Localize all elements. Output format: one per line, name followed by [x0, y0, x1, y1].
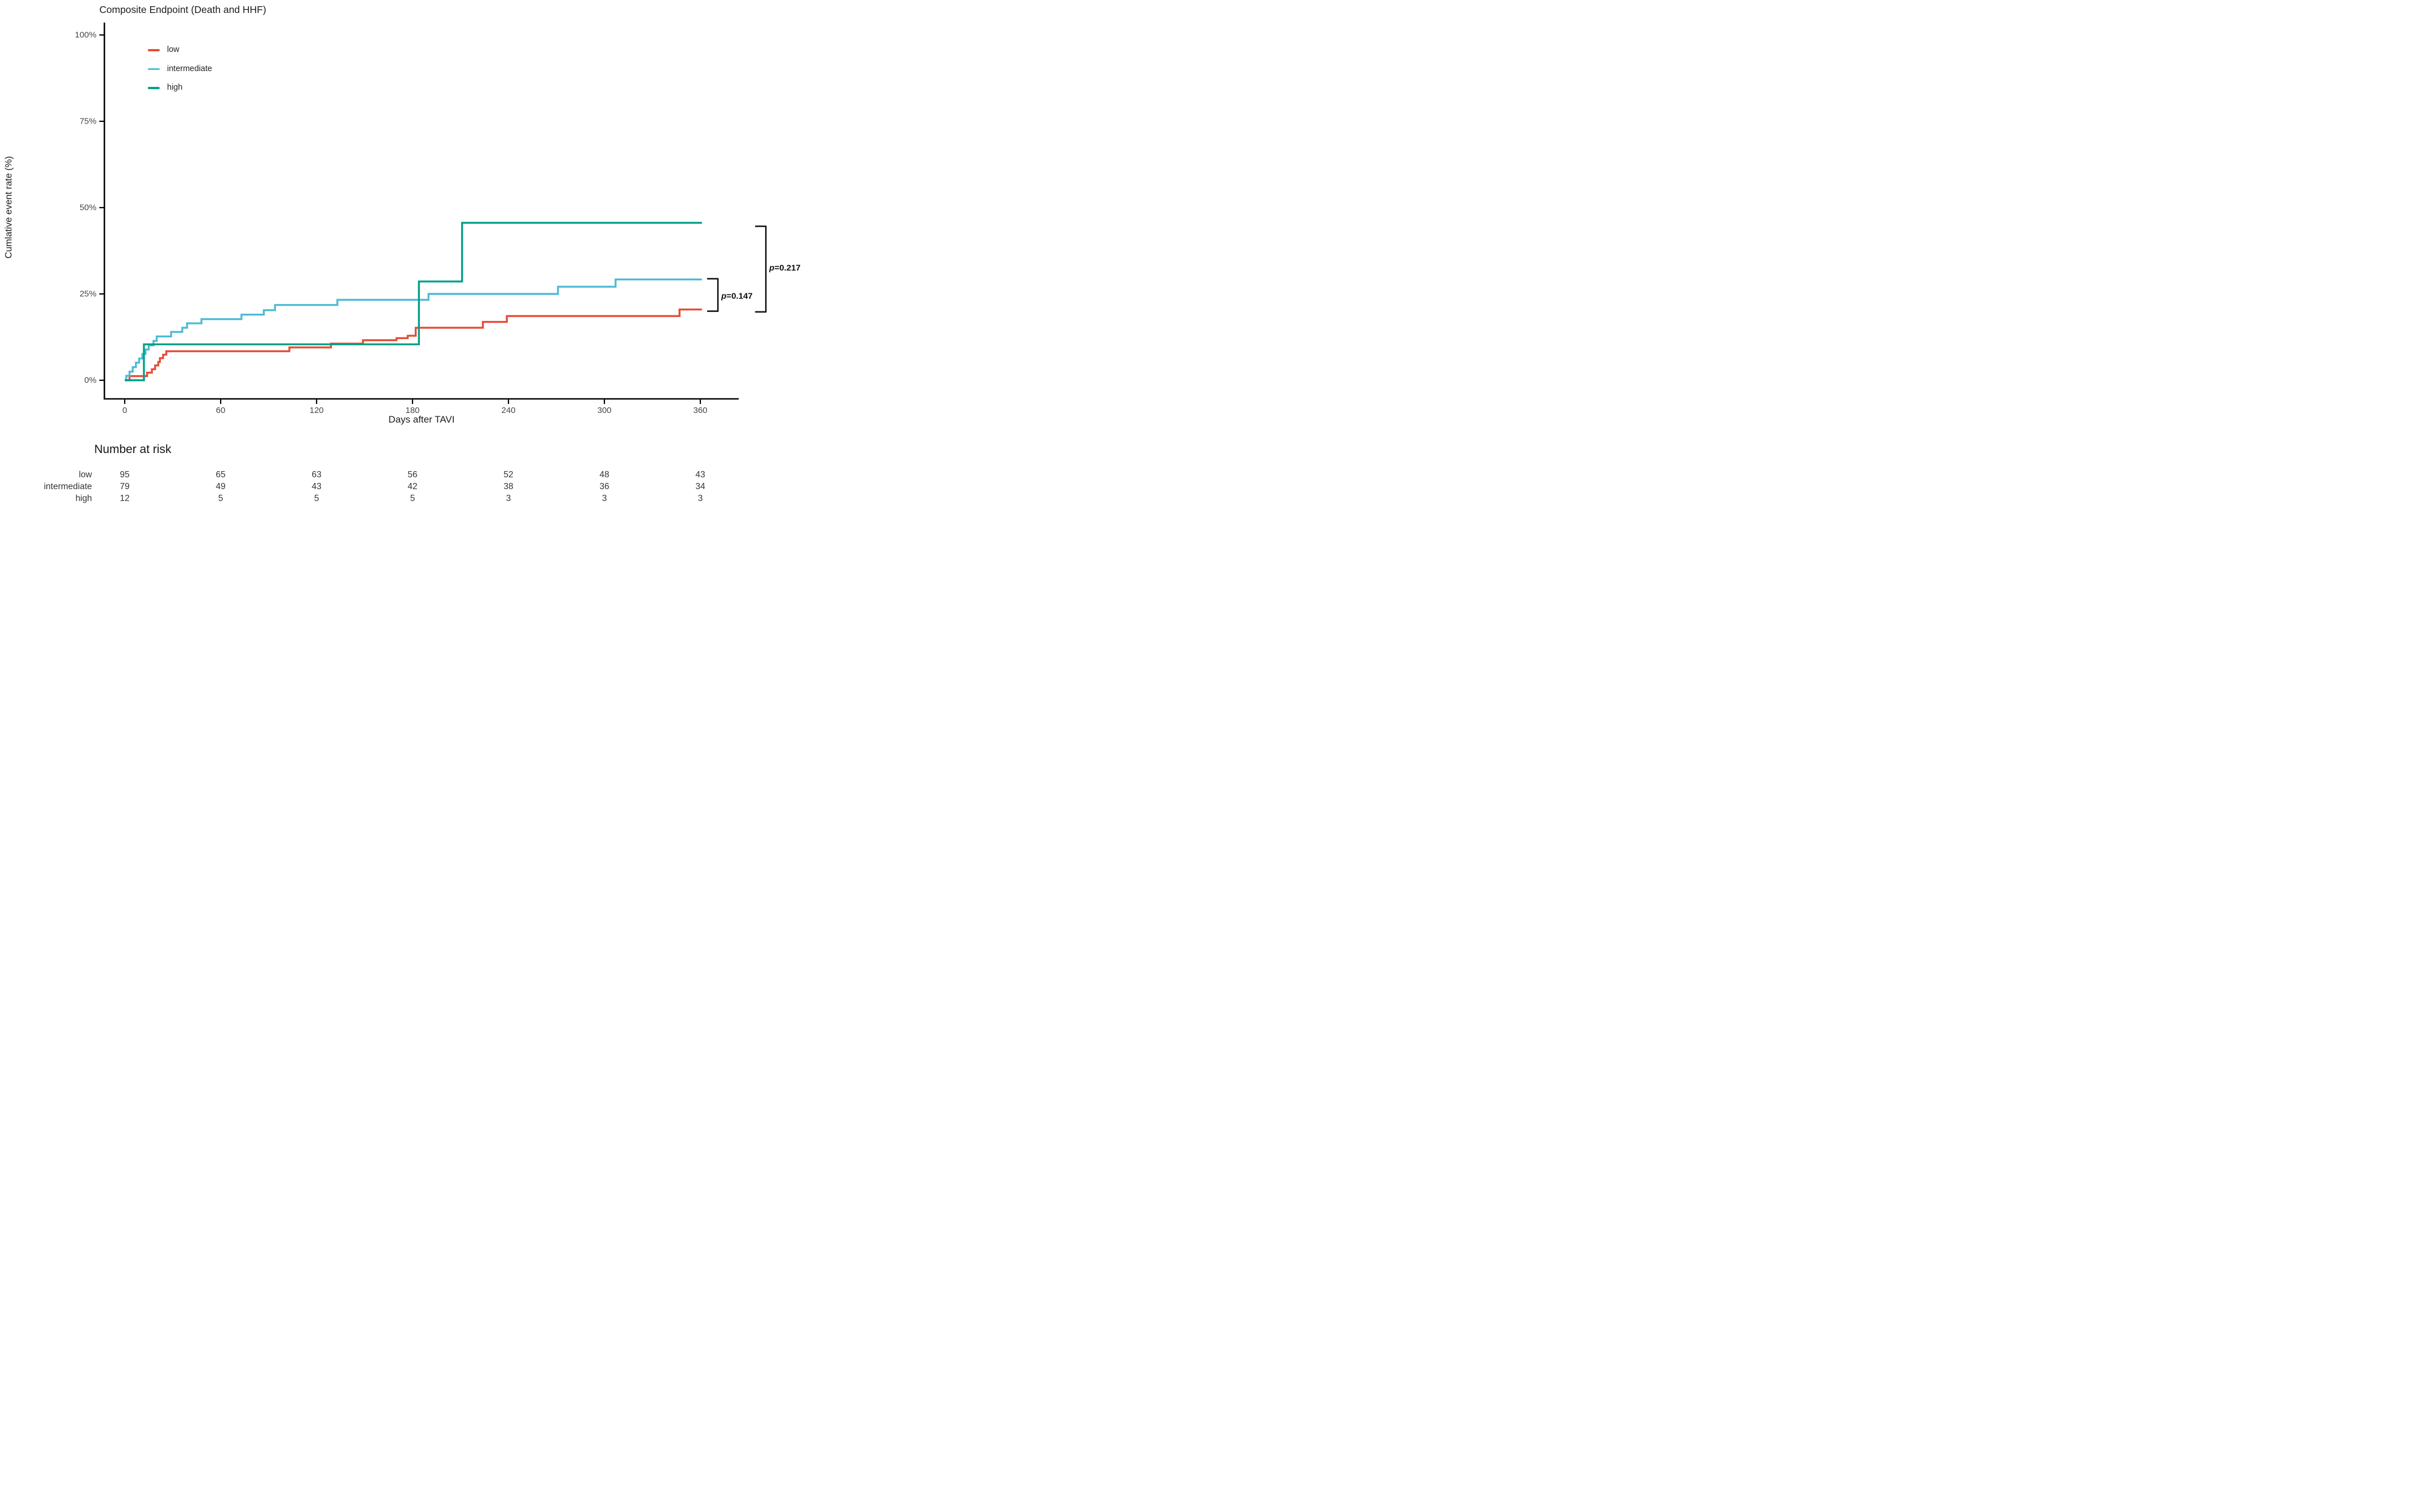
legend-label: intermediate: [167, 64, 212, 73]
x-tick-label: 360: [693, 406, 708, 415]
risk-value: 49: [216, 482, 226, 491]
risk-value: 65: [216, 470, 226, 480]
y-tick-label: 50%: [79, 203, 96, 213]
legend-swatch-intermediate: [148, 68, 160, 71]
y-tick-label: 25%: [79, 289, 96, 299]
risk-value: 5: [410, 494, 415, 503]
risk-value: 12: [120, 494, 130, 503]
pvalue-italic-p: p: [721, 291, 727, 301]
x-tick-label: 120: [309, 406, 324, 415]
risk-value: 3: [697, 494, 703, 503]
risk-table-heading: Number at risk: [94, 443, 172, 456]
risk-value: 79: [120, 482, 130, 491]
risk-row-label-intermediate: intermediate: [43, 482, 92, 491]
pvalue-bracket-1: [754, 225, 767, 313]
legend-swatch-high: [148, 87, 160, 89]
y-tick-label: 0%: [84, 375, 96, 385]
risk-value: 5: [314, 494, 319, 503]
x-tick-label: 240: [501, 406, 516, 415]
risk-row-label-low: low: [78, 470, 92, 480]
x-tick-label: 0: [122, 406, 128, 415]
legend-item-high: high: [148, 83, 182, 93]
risk-value: 48: [599, 470, 609, 480]
km-chart: Composite Endpoint (Death and HHF) Cumla…: [0, 0, 809, 504]
risk-value: 95: [120, 470, 130, 480]
series-line-intermediate: [125, 278, 702, 381]
series-line-high: [125, 222, 702, 381]
risk-row-label-high: high: [75, 494, 92, 503]
x-tick-label: 60: [216, 406, 226, 415]
legend-label: low: [167, 45, 179, 54]
y-tick-label: 100%: [74, 30, 96, 40]
legend-item-intermediate: intermediate: [148, 64, 212, 74]
legend-swatch-low: [148, 49, 160, 51]
pvalue-italic-p: p: [769, 263, 775, 273]
x-axis-title: Days after TAVI: [388, 414, 455, 425]
risk-value: 34: [695, 482, 705, 491]
risk-value: 52: [503, 470, 514, 480]
pvalue-label: p=0.147: [721, 291, 753, 301]
risk-value: 3: [506, 494, 511, 503]
risk-value: 63: [312, 470, 322, 480]
risk-value: 36: [599, 482, 609, 491]
risk-value: 5: [218, 494, 223, 503]
series-line-low: [125, 308, 702, 381]
pvalue-label: p=0.217: [769, 263, 801, 273]
risk-value: 56: [407, 470, 418, 480]
chart-title: Composite Endpoint (Death and HHF): [99, 4, 266, 15]
legend-label: high: [167, 83, 183, 92]
risk-value: 43: [312, 482, 322, 491]
x-tick-label: 180: [405, 406, 420, 415]
risk-value: 43: [695, 470, 705, 480]
pvalue-bracket-0: [707, 278, 719, 312]
risk-value: 42: [407, 482, 418, 491]
risk-value: 38: [503, 482, 514, 491]
risk-value: 3: [602, 494, 607, 503]
y-tick-label: 75%: [79, 116, 96, 126]
x-tick-label: 300: [597, 406, 612, 415]
plot-canvas: [99, 23, 767, 404]
legend-item-low: low: [148, 45, 179, 55]
